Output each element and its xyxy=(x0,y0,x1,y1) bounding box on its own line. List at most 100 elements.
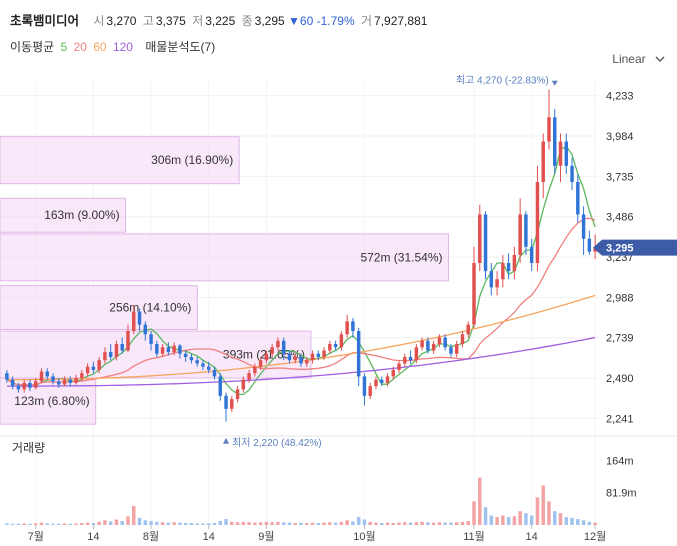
candle-body xyxy=(449,347,453,354)
candle-body xyxy=(518,214,522,255)
price-tick-label: 3,984 xyxy=(606,131,634,143)
date-tick-label: 14 xyxy=(526,531,538,543)
candle-body xyxy=(126,331,130,351)
candle-body xyxy=(305,360,309,364)
volume-bar xyxy=(431,522,436,525)
low-annotation: 최저 2,220 (48.42%) xyxy=(232,437,322,449)
volume-bar xyxy=(45,523,49,525)
volume-bar xyxy=(420,521,424,525)
candle-body xyxy=(189,356,194,361)
ma-legend-label: 이동평균 xyxy=(10,40,55,54)
candle-body xyxy=(218,376,222,396)
high-marker-icon xyxy=(551,80,558,86)
volume-bar xyxy=(518,511,522,525)
volume-profile-label: 163m (9.00%) xyxy=(44,208,119,222)
candle-body xyxy=(420,340,424,348)
volume-profile-bar xyxy=(0,136,240,185)
volume-bar xyxy=(16,523,21,525)
volume-bar xyxy=(512,516,517,525)
volume-bar xyxy=(541,485,545,525)
volume-bar xyxy=(495,517,499,525)
scale-selector[interactable]: Linear xyxy=(612,52,665,66)
ma-legend[interactable]: 이동평균 5 20 60 120 매물분석도(7) xyxy=(10,38,218,55)
candle-body xyxy=(385,376,390,383)
candle-body xyxy=(339,334,344,348)
candle-body xyxy=(593,247,597,252)
candle-body xyxy=(576,182,580,215)
volume-bar xyxy=(281,522,286,525)
candle-body xyxy=(183,353,188,357)
price-tick-label: 2,988 xyxy=(606,292,634,304)
candle-body xyxy=(143,324,148,335)
volume-panel-title: 거래량 xyxy=(12,441,45,455)
candle-body xyxy=(414,347,419,361)
volume-bar xyxy=(449,522,453,525)
candle-body xyxy=(253,366,257,374)
volume-tick-label: 81.9m xyxy=(606,488,637,500)
candle-body xyxy=(564,141,569,166)
candle-body xyxy=(483,214,488,272)
volume-bar xyxy=(264,521,269,525)
volume-bar xyxy=(108,521,113,525)
volume-bar xyxy=(39,522,44,525)
volume-bar xyxy=(22,523,26,525)
candle-body xyxy=(351,321,355,332)
candle-body xyxy=(333,344,338,348)
candle-body xyxy=(74,378,78,383)
candle-body xyxy=(328,344,332,351)
volume-bar xyxy=(310,522,315,525)
price-tick-label: 4,233 xyxy=(606,91,634,103)
price-header: 초록뱀미디어 시 3,270 고 3,375 저 3,225 종 3,295 ▼60 -… xyxy=(10,10,427,29)
candle-body xyxy=(495,279,499,288)
volume-bar xyxy=(258,522,263,525)
volume-bar xyxy=(195,523,199,525)
volume-bar xyxy=(472,501,476,525)
volume-bar xyxy=(374,522,378,525)
volume-profile-bar xyxy=(0,197,127,233)
volume-bar xyxy=(68,523,73,525)
candle-body xyxy=(16,386,21,390)
stock-name: 초록뱀미디어 xyxy=(10,14,80,28)
volume-profile-label: 256m (14.10%) xyxy=(109,301,191,315)
volume-bar xyxy=(587,521,592,525)
volume-profile-bar xyxy=(0,285,198,330)
candle-body xyxy=(397,363,401,370)
price-tick-label: 2,490 xyxy=(606,373,634,385)
price-axis: 4,2333,9843,7353,4863,2372,9882,7392,490… xyxy=(593,91,677,425)
volume-bar xyxy=(62,523,67,525)
candle-body xyxy=(45,371,49,377)
volume-bar xyxy=(270,522,274,525)
volume-bar xyxy=(28,523,32,525)
candle-body xyxy=(235,389,240,400)
volume-bar xyxy=(206,523,211,525)
candle-body xyxy=(380,379,384,383)
volume-bar xyxy=(593,522,597,525)
close-value: 3,295 xyxy=(254,14,285,28)
volume-bar xyxy=(328,522,332,525)
volume-label: 거 xyxy=(360,14,373,28)
volume-panel: 거래량 164m 81.9m xyxy=(5,441,637,525)
candle-body xyxy=(241,379,246,390)
volume-profile-label: 123m (6.80%) xyxy=(14,394,89,408)
candle-body xyxy=(270,347,274,354)
candle-body xyxy=(91,366,96,370)
candle-body xyxy=(287,353,292,361)
volume-bar xyxy=(160,522,165,525)
volume-bar xyxy=(253,522,257,525)
close-label: 종 xyxy=(241,14,253,28)
volume-bar xyxy=(299,522,303,525)
high-label: 고 xyxy=(142,14,154,28)
volume-bar xyxy=(408,522,413,525)
volume-bar xyxy=(322,522,326,525)
candle-body xyxy=(460,334,465,345)
candle-body xyxy=(258,360,263,367)
volume-bar xyxy=(114,519,119,525)
volume-value: 7,927,881 xyxy=(374,14,428,28)
ma60-label: 60 xyxy=(93,40,107,54)
volume-profile-bar xyxy=(0,330,312,379)
candle-body xyxy=(454,344,459,354)
ma20-label: 20 xyxy=(73,40,87,54)
candle-body xyxy=(570,165,574,183)
volume-bar xyxy=(218,521,222,525)
